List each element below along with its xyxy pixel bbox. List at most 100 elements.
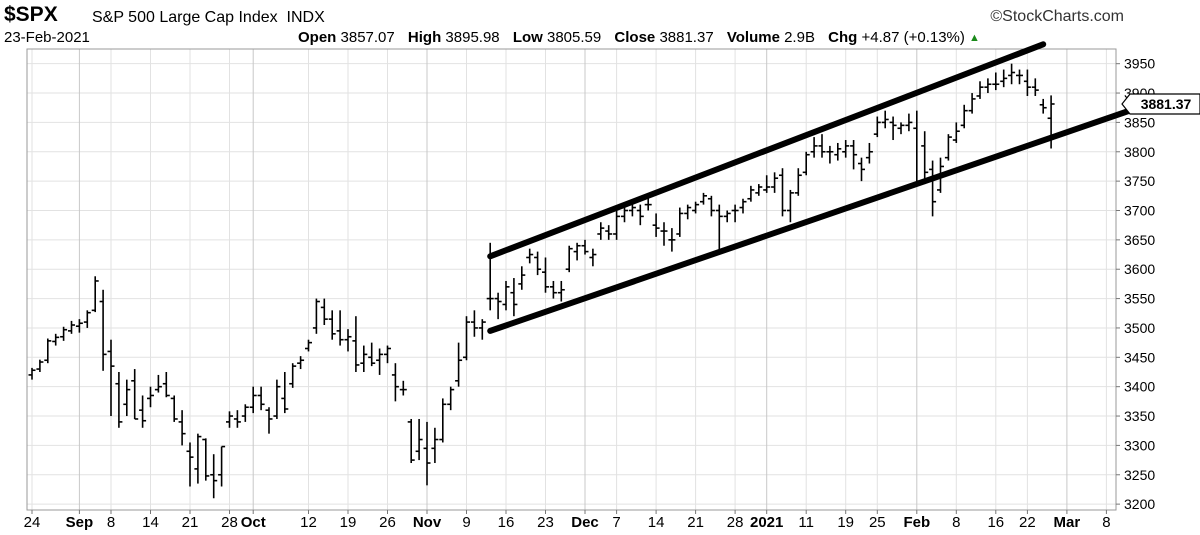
ohlc-bar bbox=[178, 410, 186, 446]
ohlc-bar bbox=[494, 292, 502, 320]
x-tick-label: Nov bbox=[413, 514, 442, 531]
ohlc-bar bbox=[431, 427, 439, 464]
ohlc-bar bbox=[826, 145, 834, 164]
x-tick-label: 24 bbox=[24, 514, 41, 531]
open-label: Open bbox=[298, 29, 337, 46]
x-tick-label: 23 bbox=[537, 514, 554, 531]
ohlc-bar bbox=[162, 371, 170, 398]
ohlc-bar bbox=[1023, 69, 1031, 96]
last-price-label: 3881.37 bbox=[1141, 96, 1192, 112]
ohlc-bar bbox=[305, 339, 312, 352]
x-tick-label: 12 bbox=[300, 514, 317, 531]
ohlc-summary: Open 3857.07 High 3895.98 Low 3805.59 Cl… bbox=[298, 29, 980, 46]
y-tick-label: 3400 bbox=[1124, 379, 1155, 395]
ohlc-bar bbox=[779, 168, 786, 217]
ohlc-bar bbox=[463, 316, 470, 361]
ohlc-bar bbox=[818, 134, 826, 158]
ohlc-bar bbox=[439, 398, 447, 443]
x-tick-label: 16 bbox=[498, 514, 515, 531]
channel-line-lower bbox=[487, 104, 1141, 334]
ohlc-bar bbox=[44, 338, 52, 364]
ohlc-bar bbox=[1031, 78, 1039, 96]
ohlc-bar bbox=[328, 310, 336, 340]
quote-line: 23-Feb-2021 Open 3857.07 High 3895.98 Lo… bbox=[0, 29, 1200, 49]
x-axis: 24 Sep 8 14 21 28 Oct 12 19 26 Nov 9 16 23 Dec 7 14 21 28 2… bbox=[24, 510, 1111, 531]
ohlc-bar bbox=[858, 157, 865, 182]
open-value: 3857.07 bbox=[340, 29, 395, 46]
ohlc-bar bbox=[921, 131, 929, 185]
ohlc-bar bbox=[518, 266, 526, 290]
ohlc-bar bbox=[929, 160, 937, 217]
y-tick-label: 3950 bbox=[1124, 56, 1155, 72]
volume-label: Volume bbox=[726, 29, 780, 46]
ohlc-bar bbox=[889, 116, 897, 141]
ohlc-bar bbox=[241, 404, 249, 422]
ohlc-bar bbox=[668, 228, 676, 252]
up-arrow-icon: ▲ bbox=[969, 32, 980, 45]
brand-watermark: ©StockCharts.com bbox=[990, 8, 1124, 25]
ohlc-bar bbox=[455, 342, 463, 387]
x-tick-label: Feb bbox=[903, 514, 930, 531]
x-tick-label: Oct bbox=[241, 514, 266, 531]
ohlc-bar bbox=[210, 454, 218, 499]
ohlc-bar bbox=[273, 379, 281, 419]
x-tick-label: 8 bbox=[1102, 514, 1110, 531]
x-tick-label: 22 bbox=[1019, 514, 1036, 531]
ohlc-bar bbox=[944, 134, 952, 161]
ohlc-bar bbox=[984, 78, 992, 94]
ohlc-bar bbox=[510, 278, 518, 317]
ohlc-bar bbox=[739, 198, 747, 214]
ohlc-bar bbox=[107, 339, 115, 417]
ohlc-bar bbox=[478, 319, 486, 340]
chart-header: $SPX S&P 500 Large Cap Index INDX ©Stock… bbox=[4, 3, 1196, 29]
x-tick-label: 28 bbox=[727, 514, 744, 531]
ohlc-bar bbox=[913, 110, 921, 185]
ohlc-bar bbox=[581, 239, 589, 255]
ohlc-bar bbox=[1016, 69, 1023, 85]
ohlc-bar bbox=[976, 81, 984, 99]
ohlc-bar bbox=[652, 213, 660, 237]
ohlc-bar bbox=[257, 386, 265, 411]
ohlc-bar bbox=[352, 316, 360, 372]
y-tick-label: 3550 bbox=[1124, 291, 1155, 307]
ohlc-bar bbox=[565, 245, 573, 273]
ohlc-bar bbox=[755, 184, 763, 196]
ohlc-bar bbox=[407, 418, 415, 464]
y-tick-label: 3700 bbox=[1124, 202, 1155, 218]
ohlc-bar bbox=[707, 195, 715, 217]
ohlc-bar bbox=[684, 204, 692, 220]
ohlc-bar bbox=[312, 298, 320, 334]
ohlc-bar bbox=[660, 222, 668, 246]
ohlc-bar bbox=[423, 421, 431, 486]
ohlc-bar bbox=[786, 189, 794, 223]
ohlc-bar bbox=[605, 225, 613, 240]
ohlc-bar bbox=[676, 207, 684, 237]
ohlc-bar bbox=[131, 369, 139, 420]
ohlc-bar bbox=[52, 333, 60, 346]
channel-line-upper bbox=[487, 41, 1047, 260]
ohlc-bar bbox=[897, 122, 905, 135]
y-tick-label: 3800 bbox=[1124, 144, 1155, 160]
x-tick-label: 2021 bbox=[750, 514, 783, 531]
ohlc-bar bbox=[202, 438, 210, 481]
ohlc-bar bbox=[1039, 98, 1047, 114]
x-tick-label: 28 bbox=[221, 514, 238, 531]
ohlc-bar bbox=[534, 251, 542, 276]
ohlc-bar bbox=[368, 342, 376, 367]
ohlc-bar bbox=[613, 210, 621, 240]
ohlc-bar bbox=[226, 411, 233, 428]
ohlc-bar bbox=[968, 93, 976, 114]
ohlc-bar bbox=[75, 319, 83, 333]
ohlc-bar bbox=[91, 276, 99, 313]
ohlc-bar bbox=[700, 192, 707, 205]
close-value: 3881.37 bbox=[659, 29, 714, 46]
ohlc-bar bbox=[83, 310, 91, 328]
ohlc-bar bbox=[360, 345, 368, 372]
x-tick-label: 25 bbox=[869, 514, 886, 531]
ohlc-bar bbox=[715, 204, 723, 255]
x-tick-label: Dec bbox=[571, 514, 599, 531]
ohlc-bar bbox=[952, 122, 960, 143]
ohlc-bar bbox=[557, 280, 565, 302]
y-tick-label: 3750 bbox=[1124, 173, 1155, 189]
x-tick-label: 26 bbox=[379, 514, 396, 531]
